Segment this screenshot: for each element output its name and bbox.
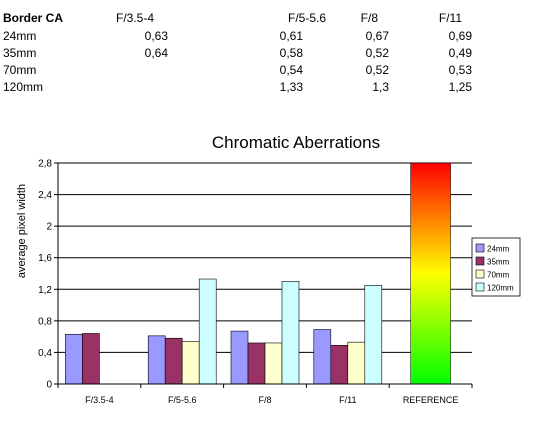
table-row: 24mm 0,63 0,61 0,67 0,69: [0, 28, 556, 44]
table-cell: 35mm: [3, 46, 37, 60]
table-header-cell: F/3.5-4: [115, 11, 154, 25]
bar-120mm: [198, 278, 217, 385]
legend-swatch-70mm: [475, 269, 485, 279]
table-cell: 0,53: [448, 63, 472, 77]
table-row: 70mm 0,54 0,52 0,53: [0, 62, 556, 78]
bar-70mm: [264, 342, 283, 385]
table-cell: 0,63: [144, 29, 168, 43]
table-cell: 0,58: [279, 46, 303, 60]
table-cell: 24mm: [3, 29, 37, 43]
gridlines: [58, 162, 472, 353]
y-tick-label: 2,8: [38, 159, 52, 170]
table-cell: 1,33: [279, 80, 303, 94]
y-tick-label: 1,2: [38, 285, 52, 296]
bar-35mm: [164, 337, 183, 385]
bars: [65, 162, 451, 385]
table-cell: 70mm: [3, 63, 37, 77]
y-tick-label: 0: [46, 380, 52, 391]
table-row: 35mm 0,64 0,58 0,52 0,49: [0, 45, 556, 61]
bar-70mm: [347, 341, 366, 385]
table-row: 120mm 1,33 1,3 1,25: [0, 79, 556, 95]
bar-24mm: [230, 330, 249, 385]
table-header-cell: Border CA: [3, 11, 64, 25]
x-category-label: F/8: [258, 395, 271, 405]
x-category-label: F/5-5.6: [168, 395, 197, 405]
reference-bar: [410, 162, 451, 385]
table-cell: 0,61: [279, 29, 303, 43]
y-tick-label: 2: [46, 222, 52, 233]
legend-label-24mm: 24mm: [487, 245, 510, 254]
bar-24mm: [147, 335, 166, 385]
table-cell: 0,52: [365, 46, 389, 60]
y-tick-label: 1,6: [38, 253, 52, 264]
x-category-label: REFERENCE: [403, 395, 459, 405]
x-category-label: F/3.5-4: [85, 395, 114, 405]
chart-title: Chromatic Aberrations: [212, 133, 380, 152]
table-header-cell: F/11: [438, 11, 462, 25]
legend-swatch-35mm: [475, 256, 485, 266]
y-tick-label: 2,4: [38, 190, 52, 201]
table-cell: 120mm: [3, 80, 44, 94]
table-header-cell: F/8: [360, 11, 378, 25]
bar-120mm: [364, 285, 383, 385]
table-cell: 0,64: [144, 46, 168, 60]
legend-label-70mm: 70mm: [487, 271, 510, 280]
axes: 0 0,4 0,8 1,2 1,6 2 2,4 2,8 F/3.5-4 F/5-5.6 F/8 F/1…: [38, 159, 473, 405]
bar-120mm: [281, 281, 300, 385]
y-axis-label: average pixel width: [16, 184, 28, 278]
bar-24mm: [65, 333, 83, 385]
table-cell: 0,52: [365, 63, 389, 77]
bar-24mm: [313, 329, 332, 385]
y-tick-label: 0,4: [38, 348, 52, 359]
bar-70mm: [181, 341, 200, 385]
legend: 24mm 35mm 70mm 120mm: [471, 237, 521, 297]
table-cell: 0,69: [448, 29, 472, 43]
table-cell: 1,25: [448, 80, 472, 94]
y-tick-label: 0,8: [38, 316, 52, 327]
table-cell: 0,67: [365, 29, 389, 43]
legend-swatch-120mm: [475, 282, 485, 292]
bar-35mm: [330, 345, 349, 385]
legend-label-120mm: 120mm: [487, 284, 514, 293]
table-header-cell: F/5-5.6: [287, 11, 326, 25]
table-cell: 0,49: [448, 46, 472, 60]
legend-swatch-24mm: [475, 243, 485, 253]
bar-35mm: [247, 342, 266, 385]
table-cell: 0,54: [279, 63, 303, 77]
table-cell: 1,3: [372, 80, 389, 94]
table-header-row: Border CA F/3.5-4 F/5-5.6 F/8 F/11: [0, 10, 556, 26]
legend-label-35mm: 35mm: [487, 258, 510, 267]
x-category-label: F/11: [339, 395, 356, 405]
bar-35mm: [82, 333, 100, 385]
